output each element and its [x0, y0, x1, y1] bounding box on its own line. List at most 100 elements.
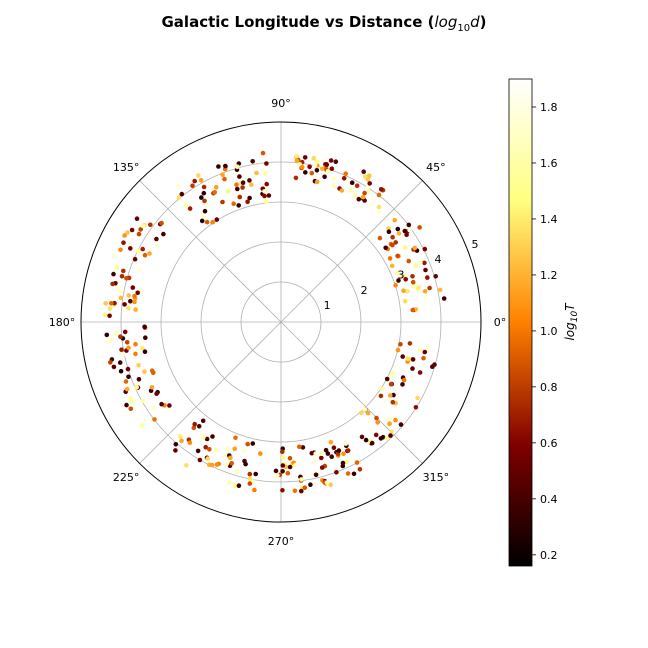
scatter-point [207, 447, 212, 452]
scatter-point [375, 420, 381, 425]
scatter-point [401, 377, 407, 383]
scatter-point [140, 398, 145, 404]
scatter-point [142, 369, 147, 374]
scatter-point [377, 235, 383, 241]
scatter-point [300, 445, 306, 450]
scatter-point [151, 370, 156, 376]
scatter-point [361, 169, 367, 174]
chart-title: Galactic Longitude vs Distance (log10d) [162, 13, 487, 34]
scatter-point [138, 268, 143, 273]
angular-tick-label: 315° [423, 471, 450, 484]
scatter-point [250, 159, 255, 164]
scatter-point [340, 460, 346, 466]
scatter-point [319, 465, 325, 470]
scatter-point [104, 332, 110, 338]
scatter-point [328, 482, 333, 488]
scatter-point [200, 418, 206, 424]
scatter-point [235, 186, 240, 192]
scatter-point [390, 370, 396, 376]
scatter-point [359, 434, 365, 440]
scatter-point [128, 395, 133, 401]
scatter-point [299, 488, 304, 494]
scatter-point [191, 425, 197, 431]
scatter-point [322, 174, 327, 180]
scatter-point [423, 267, 428, 273]
angular-tick-label: 90° [271, 97, 291, 110]
scatter-point [360, 194, 366, 200]
scatter-point [324, 162, 329, 167]
scatter-point [354, 460, 360, 465]
scatter-point [331, 183, 337, 188]
scatter-point [390, 399, 396, 405]
scatter-point [388, 433, 393, 438]
scatter-point [133, 307, 138, 312]
scatter-point [209, 462, 215, 468]
scatter-point [118, 334, 123, 340]
scatter-point [154, 391, 159, 397]
scatter-point [422, 289, 428, 294]
scatter-point [264, 181, 270, 187]
scatter-point [328, 158, 334, 163]
scatter-point [247, 195, 252, 201]
scatter-point [225, 446, 231, 452]
scatter-point [307, 164, 312, 170]
scatter-point [403, 277, 409, 282]
scatter-point [324, 480, 330, 485]
radial-gridline [160, 201, 402, 443]
scatter-point [309, 450, 315, 456]
scatter-point [133, 351, 138, 357]
scatter-point [263, 199, 269, 204]
scatter-point [118, 368, 124, 374]
colorbar-tick-label: 0.2 [540, 549, 558, 562]
scatter-point [367, 181, 373, 186]
scatter-point [247, 178, 252, 183]
scatter-point [341, 176, 347, 181]
scatter-point [294, 158, 300, 163]
scatter-point [320, 166, 325, 172]
scatter-point [117, 360, 123, 365]
scatter-point [247, 481, 253, 486]
scatter-point [362, 407, 368, 412]
scatter-point [339, 188, 345, 193]
scatter-point [232, 446, 237, 452]
scatter-point [123, 379, 129, 384]
scatter-point [425, 275, 430, 280]
scatter-point [136, 377, 142, 382]
scatter-point [121, 240, 126, 245]
scatter-point [384, 376, 390, 382]
scatter-point [365, 184, 371, 190]
scatter-point [410, 274, 415, 279]
scatter-point [313, 451, 319, 456]
scatter-point [365, 177, 371, 182]
scatter-point [432, 362, 437, 367]
scatter-point [204, 436, 210, 442]
radial-tick-label: 5 [471, 238, 478, 251]
scatter-point [280, 488, 285, 493]
scatter-point [362, 190, 367, 196]
scatter-point [323, 447, 329, 453]
scatter-point [122, 302, 127, 307]
scatter-point [142, 252, 148, 258]
scatter-point [197, 457, 203, 463]
scatter-point [325, 451, 331, 456]
scatter-point [124, 386, 130, 392]
polar-axes [80, 121, 482, 523]
scatter-point [395, 270, 401, 276]
scatter-point [128, 246, 133, 251]
scatter-point [303, 170, 308, 175]
scatter-point [366, 189, 372, 194]
scatter-point [143, 335, 148, 341]
scatter-point [249, 182, 254, 187]
angular-tick-label: 45° [426, 161, 446, 174]
scatter-point [154, 236, 159, 242]
scatter-point [184, 463, 189, 468]
scatter-point [126, 293, 131, 298]
scatter-point [280, 469, 285, 474]
scatter-point [273, 468, 279, 474]
scatter-point [148, 222, 153, 228]
angular-tick-label: 0° [494, 316, 507, 329]
scatter-point [383, 245, 389, 251]
polar-tick-labels: 0° 45° 90° 135° 180° 225° 270° 315° 1 2 3 4 5 [49, 97, 507, 548]
scatter-point [312, 162, 318, 168]
